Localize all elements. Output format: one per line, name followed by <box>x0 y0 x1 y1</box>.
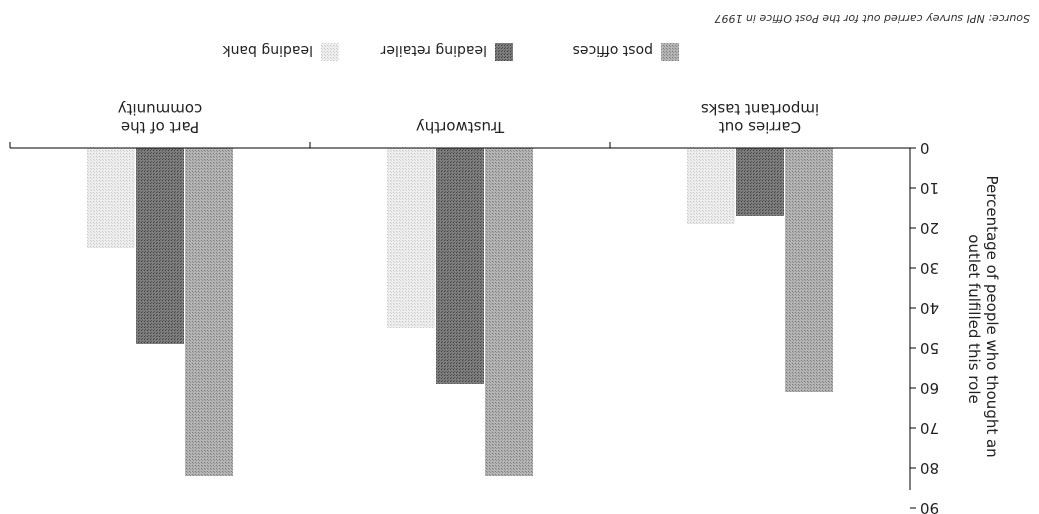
y-ticks <box>910 147 916 509</box>
y-tick-label-20: 20 <box>920 219 939 237</box>
source-note: Source: NPI survey carried out for the P… <box>714 12 1030 25</box>
y-tick-labels: 0 10 20 30 40 50 60 70 80 90 <box>920 139 939 514</box>
bar-post-offices-part-of-the-community <box>185 148 233 476</box>
y-tick-label-50: 50 <box>920 339 939 357</box>
y-tick-label-10: 10 <box>920 179 939 197</box>
bars-group <box>87 148 833 476</box>
category-label-part-of-the-community: Part of thecommunity <box>118 100 203 136</box>
category-ticks <box>9 142 611 148</box>
y-tick-label-80: 80 <box>920 459 939 477</box>
y-tick-label-60: 60 <box>920 379 939 397</box>
bar-leading-retailer-part-of-the-community <box>136 148 184 344</box>
legend-swatch-leading-bank <box>321 43 339 61</box>
bar-leading-bank-carries-out-important-tasks <box>687 148 735 224</box>
y-axis-label: Percentage of people who thought an outl… <box>965 176 1001 463</box>
bar-leading-retailer-carries-out-important-tasks <box>736 148 784 216</box>
bar-post-offices-carries-out-important-tasks <box>785 148 833 392</box>
legend-swatch-post-offices <box>661 43 679 61</box>
bar-leading-bank-part-of-the-community <box>87 148 135 248</box>
bar-leading-retailer-trustworthy <box>436 148 484 384</box>
y-tick-label-90: 90 <box>920 499 939 514</box>
legend-swatch-leading-retailer <box>495 43 513 61</box>
category-label-carries-out-important-tasks: Carries outimportant tasks <box>701 100 819 136</box>
y-axis-label-line-2: outlet fulfilled this role <box>965 234 983 403</box>
bar-post-offices-trustworthy <box>485 148 533 476</box>
rotated-plot-group: Source: NPI survey carried out for the P… <box>9 12 1030 514</box>
y-tick-label-40: 40 <box>920 299 939 317</box>
y-tick-label-0: 0 <box>920 139 930 157</box>
legend-label-post-offices: post offices <box>573 42 653 58</box>
legend-label-leading-bank: leading bank <box>222 42 313 58</box>
legend: post offices leading retailer leading bank <box>222 42 679 61</box>
bar-leading-bank-trustworthy <box>387 148 435 328</box>
y-tick-label-70: 70 <box>920 419 939 437</box>
y-axis-label-line-1: Percentage of people who thought an <box>983 176 1001 458</box>
y-tick-label-30: 30 <box>920 259 939 277</box>
category-labels: Carries outimportant tasks Trustworthy Par… <box>118 100 820 136</box>
category-label-trustworthy: Trustworthy <box>416 118 505 136</box>
legend-label-leading-retailer: leading retailer <box>380 42 487 58</box>
